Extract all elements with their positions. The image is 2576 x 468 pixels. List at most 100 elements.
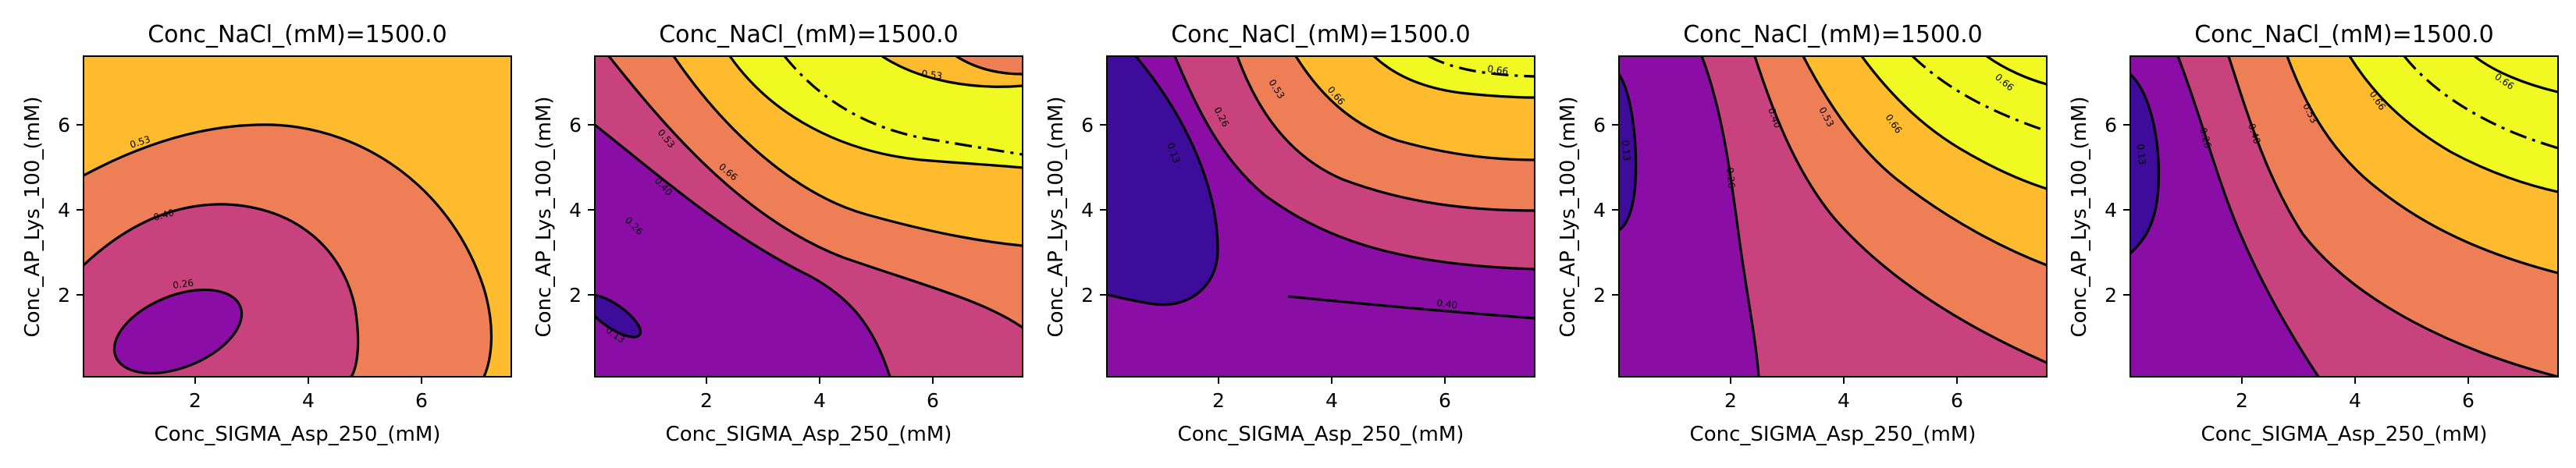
panel-5-x-ticks <box>2241 377 2469 384</box>
panel-3-x-tick-label: 6 <box>1439 389 1451 412</box>
panel-2-region-040-053-corner <box>956 56 1023 74</box>
panel-5-y-tick-label: 4 <box>2105 199 2117 222</box>
panel-3-line-013 <box>1107 56 1219 307</box>
panel-3-line-026 <box>1173 56 1535 271</box>
panel-4-y-axis-label: Conc_AP_Lys_100_(mM) <box>1557 96 1580 337</box>
panel-1-contours <box>84 123 493 377</box>
panel-5-x-tick-label: 4 <box>2349 389 2361 412</box>
panel-5-region-066-up <box>2350 56 2558 192</box>
panel-2-x-ticks <box>706 377 934 384</box>
panel-1-x-tick-label: 6 <box>415 389 428 412</box>
panel-5-line-026 <box>2176 56 2320 377</box>
panel-2-line-026 <box>595 123 891 377</box>
panel-3: 0.13 0.26 0.53 0.66 0.66 0.40 2 4 6 2 4 … <box>1044 21 1535 446</box>
panel-1-line-040 <box>84 203 360 377</box>
panel-4-y-ticks <box>1612 124 1619 296</box>
panel-5-line-013 <box>2130 73 2161 255</box>
panel-4-y-tick-label: 6 <box>1593 114 1606 136</box>
panel-1-contour-label: 0.40 <box>152 207 175 222</box>
panel-4-line-026 <box>1700 56 1760 377</box>
panel-3-x-tick-label: 2 <box>1212 389 1225 412</box>
panel-5-fills <box>2130 56 2558 377</box>
panel-5-y-axis-label: Conc_AP_Lys_100_(mM) <box>2068 96 2091 337</box>
panel-5-y-tick-label: 2 <box>2105 284 2117 307</box>
panel-3-line-040-lower <box>1287 295 1535 320</box>
panel-1-frame <box>83 55 512 378</box>
panel-4-line-066 <box>1860 56 2047 190</box>
panel-3-contour-label: 0.66 <box>1487 63 1509 77</box>
panel-5-y-ticks <box>2123 124 2130 296</box>
panel-4-y-tick-label: 2 <box>1593 284 1606 307</box>
panel-3-x-axis-label: Conc_SIGMA_Asp_250_(mM) <box>1178 423 1464 446</box>
panel-2-x-axis-label: Conc_SIGMA_Asp_250_(mM) <box>666 423 952 446</box>
panel-1-region-013-026 <box>114 289 242 374</box>
panel-3-frame <box>1106 55 1535 378</box>
panel-4-contour-label: 0.26 <box>1724 167 1737 189</box>
panel-1-x-ticks <box>194 377 422 384</box>
panel-5-y-tick-label: 6 <box>2105 114 2117 136</box>
panel-5-x-tick-label: 6 <box>2462 389 2475 412</box>
panel-1: 0.53 0.40 0.26 2 4 6 2 4 6 Conc_NaCl_(mM… <box>21 21 512 446</box>
panel-2-x-tick-label: 6 <box>927 389 939 412</box>
panel-2-y-ticks <box>588 124 595 296</box>
panel-1-y-tick-label: 2 <box>58 284 70 307</box>
panel-1-y-tick-label: 6 <box>58 114 70 136</box>
panel-3-y-tick-label: 6 <box>1081 114 1094 136</box>
panel-3-y-tick-label: 4 <box>1081 199 1094 222</box>
panel-5-title: Conc_NaCl_(mM)=1500.0 <box>2194 21 2494 48</box>
panel-5-line-053 <box>2286 56 2558 275</box>
panel-4-x-tick-label: 4 <box>1838 389 1850 412</box>
panel-2-line-040 <box>607 56 1023 329</box>
panel-2-title: Conc_NaCl_(mM)=1500.0 <box>659 21 959 48</box>
panel-2-line-053-corner <box>881 56 1023 88</box>
panel-5-line-066-dashdot <box>2403 56 2558 150</box>
panel-3-line-066-dashdot <box>1428 56 1535 78</box>
panel-4-contours <box>1619 56 2047 377</box>
panel-2-contour-label: 0.53 <box>921 68 943 82</box>
panel-1-x-tick-label: 2 <box>189 389 201 412</box>
panel-1-line-053 <box>84 123 493 377</box>
panel-4-x-axis-label: Conc_SIGMA_Asp_250_(mM) <box>1690 423 1976 446</box>
panel-1-x-axis-label: Conc_SIGMA_Asp_250_(mM) <box>155 423 441 446</box>
panel-2-region-066-up <box>730 56 1023 168</box>
panel-2-y-tick-label: 4 <box>569 199 582 222</box>
panel-5-line-066 <box>2348 56 2558 193</box>
panel-5-line-040 <box>2227 56 2558 377</box>
panel-5-x-tick-label: 2 <box>2236 389 2248 412</box>
panel-4-title: Conc_NaCl_(mM)=1500.0 <box>1683 21 1983 48</box>
panel-1-title: Conc_NaCl_(mM)=1500.0 <box>148 21 447 48</box>
panel-2-fills <box>595 56 1023 377</box>
panel-2-region-000-013 <box>595 294 641 338</box>
panel-3-line-053 <box>1294 56 1535 161</box>
panel-1-line-026 <box>112 288 244 375</box>
panel-3-contour-label: 0.40 <box>1436 297 1458 311</box>
panel-3-x-tick-label: 4 <box>1325 389 1338 412</box>
panel-5-line-066b <box>2474 56 2558 94</box>
panel-2-line-066 <box>728 56 1023 169</box>
panel-1-contour-label: 0.26 <box>172 277 194 291</box>
panel-1-x-tick-label: 4 <box>302 389 315 412</box>
panel-2-line-013 <box>595 293 642 339</box>
panel-3-title: Conc_NaCl_(mM)=1500.0 <box>1171 21 1471 48</box>
panel-1-y-tick-label: 4 <box>58 199 70 222</box>
panel-4-line-066-dashdot <box>1911 56 2047 133</box>
panel-2-x-tick-label: 2 <box>700 389 713 412</box>
panel-3-y-ticks <box>1100 124 1107 296</box>
panel-2-line-066-dashdot <box>783 56 1023 156</box>
panel-2: 0.13 0.26 0.40 0.53 0.66 0.53 2 4 6 2 4 … <box>532 21 1023 446</box>
panel-4-line-066b <box>1986 56 2047 86</box>
panel-2-y-tick-label: 6 <box>569 114 582 136</box>
panel-4-x-tick-label: 2 <box>1724 389 1737 412</box>
panel-2-y-tick-label: 2 <box>569 284 582 307</box>
panel-3-contours <box>1107 56 1535 320</box>
panel-4: 0.13 0.26 0.40 0.53 0.66 0.66 2 4 6 2 4 … <box>1557 21 2048 446</box>
panel-5-x-axis-label: Conc_SIGMA_Asp_250_(mM) <box>2201 423 2488 446</box>
panel-3-x-ticks <box>1218 377 1446 384</box>
panel-4-x-ticks <box>1730 377 1958 384</box>
panel-1-y-ticks <box>76 124 84 296</box>
panel-3-y-axis-label: Conc_AP_Lys_100_(mM) <box>1044 96 1068 337</box>
panel-5-frame <box>2129 55 2559 378</box>
panel-4-line-040 <box>1753 56 2047 364</box>
panel-2-x-tick-label: 4 <box>813 389 826 412</box>
